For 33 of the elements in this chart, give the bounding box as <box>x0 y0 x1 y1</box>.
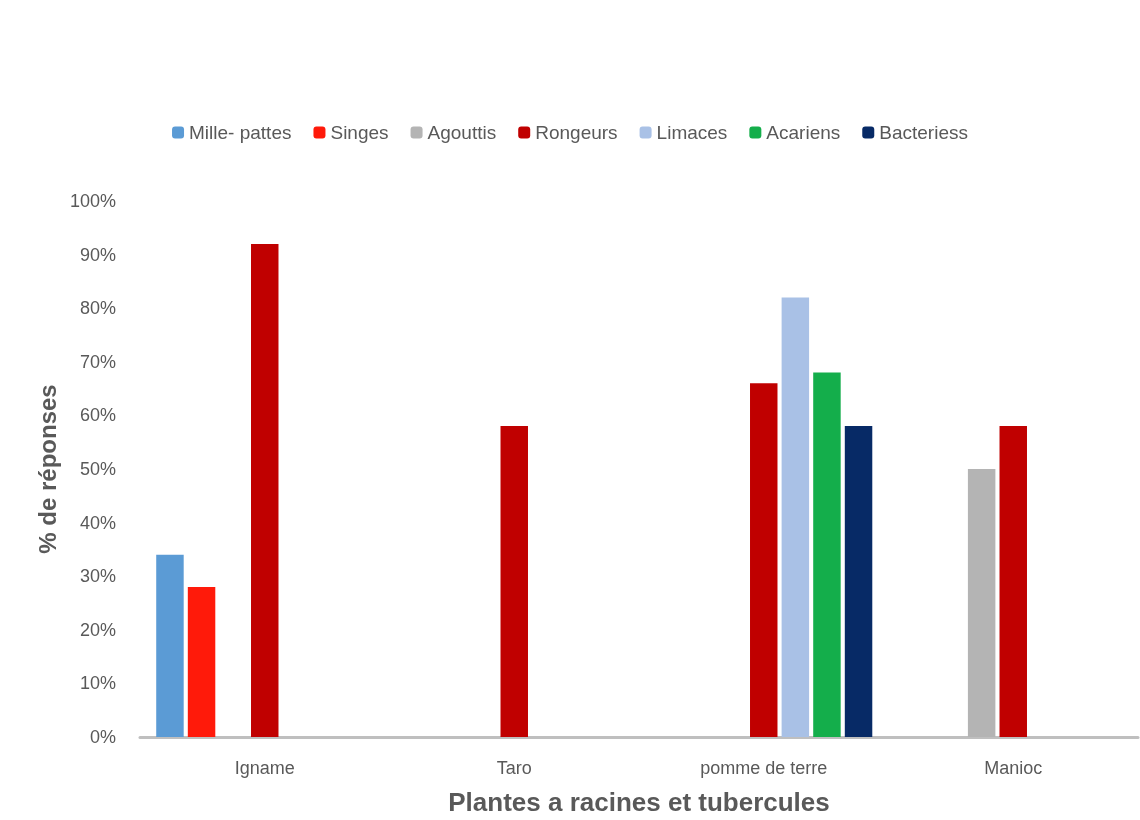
legend-label: Rongeurs <box>535 122 618 143</box>
legend-label: Limaces <box>656 122 728 143</box>
x-tick-label: Manioc <box>984 758 1043 778</box>
y-tick-label: 90% <box>79 244 116 265</box>
y-tick-label: 100% <box>69 191 116 211</box>
bar <box>781 297 810 737</box>
y-tick-label: 0% <box>89 727 116 747</box>
x-tick-label: Igname <box>234 758 295 778</box>
legend-label: Acariens <box>766 122 841 143</box>
y-tick-label: 40% <box>79 512 116 533</box>
y-tick-label: 60% <box>79 405 116 426</box>
y-tick-label: 30% <box>79 566 116 587</box>
bar <box>999 426 1027 737</box>
bar <box>750 383 778 737</box>
y-axis-title: % de réponses <box>33 384 61 554</box>
legend-label: Mille- pattes <box>189 122 292 143</box>
y-tick-label: 50% <box>79 459 116 479</box>
legend-label: Agouttis <box>427 122 497 143</box>
legend-label: Bacteriess <box>879 122 968 143</box>
y-tick-label: 80% <box>79 298 116 319</box>
bar <box>813 372 841 737</box>
x-axis-title: Plantes a racines et tubercules <box>448 787 830 817</box>
y-tick-label: 10% <box>79 673 116 694</box>
bar <box>844 426 873 737</box>
bar <box>500 426 528 737</box>
legend-label: Singes <box>330 122 389 143</box>
bar <box>187 586 216 737</box>
y-tick-label: 20% <box>79 619 116 640</box>
bar <box>251 243 279 737</box>
x-tick-label: Taro <box>496 758 532 778</box>
x-tick-label: pomme de terre <box>700 758 828 778</box>
y-tick-label: 70% <box>79 351 116 372</box>
bar <box>156 554 184 737</box>
